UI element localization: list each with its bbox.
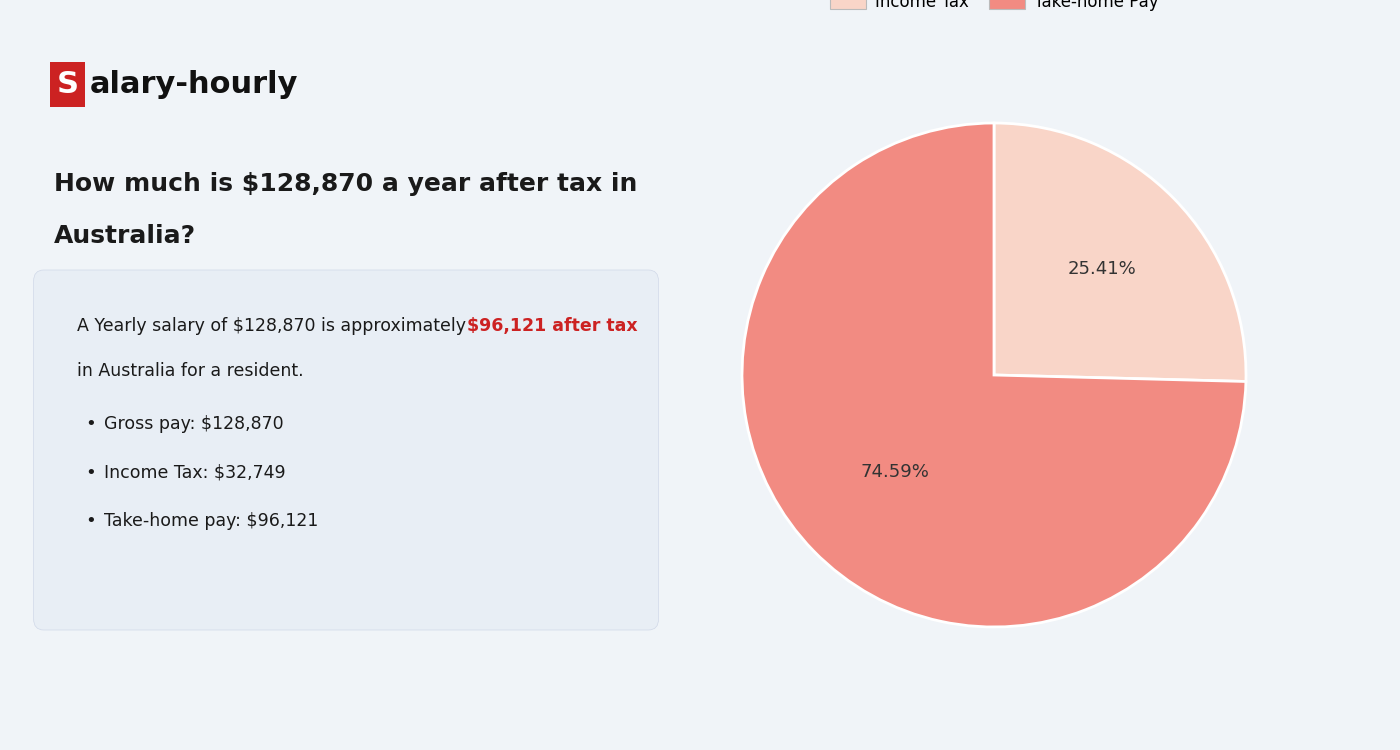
Text: Income Tax: $32,749: Income Tax: $32,749 [104, 464, 286, 482]
Text: •: • [85, 512, 97, 530]
Text: Australia?: Australia? [53, 224, 196, 248]
Text: S: S [57, 70, 78, 99]
Text: in Australia for a resident.: in Australia for a resident. [77, 362, 304, 380]
Text: Gross pay: $128,870: Gross pay: $128,870 [104, 415, 284, 433]
Text: $96,121 after tax: $96,121 after tax [468, 317, 637, 335]
Text: alary-hourly: alary-hourly [90, 70, 298, 99]
Wedge shape [742, 123, 1246, 627]
Text: •: • [85, 464, 97, 482]
Text: A Yearly salary of $128,870 is approximately: A Yearly salary of $128,870 is approxima… [77, 317, 472, 335]
FancyBboxPatch shape [50, 62, 85, 107]
Wedge shape [994, 123, 1246, 382]
Text: How much is $128,870 a year after tax in: How much is $128,870 a year after tax in [53, 172, 637, 196]
Text: •: • [85, 415, 97, 433]
Text: 25.41%: 25.41% [1068, 260, 1137, 278]
Legend: Income Tax, Take-home Pay: Income Tax, Take-home Pay [823, 0, 1165, 18]
Text: 74.59%: 74.59% [861, 463, 930, 481]
Text: Take-home pay: $96,121: Take-home pay: $96,121 [104, 512, 319, 530]
FancyBboxPatch shape [34, 270, 658, 630]
